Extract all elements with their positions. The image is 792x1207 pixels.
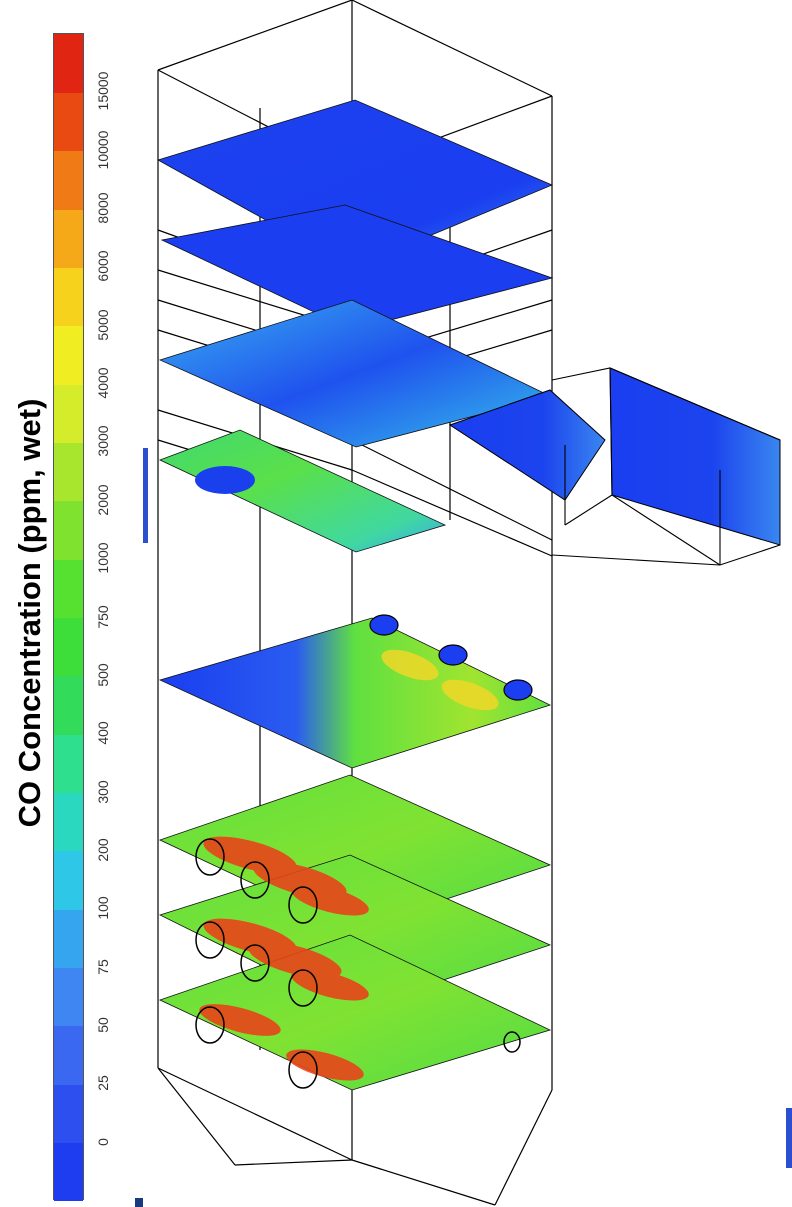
slice-mid	[158, 617, 552, 769]
color-scale-swatch	[54, 325, 83, 385]
mid-burner-icons	[369, 614, 533, 701]
color-scale-swatch	[54, 734, 83, 794]
color-scale-swatch	[54, 267, 83, 327]
left-edge-mark	[143, 448, 148, 543]
color-scale-swatch	[54, 92, 83, 152]
color-scale-swatch	[54, 850, 83, 910]
color-scale-swatch	[54, 967, 83, 1027]
color-scale-swatch	[54, 150, 83, 210]
slice-upper-2	[160, 204, 554, 331]
color-scale-bar	[53, 33, 84, 1202]
color-scale-swatch	[54, 500, 83, 560]
color-scale-swatch	[54, 909, 83, 969]
duct-section-2	[609, 367, 781, 546]
color-scale-swatch	[54, 675, 83, 735]
color-scale-swatch	[54, 34, 83, 93]
right-edge-mark	[786, 1108, 792, 1168]
mid-slice-warm-bands	[381, 649, 499, 711]
bottom-left-mark	[135, 1198, 143, 1207]
slice-upper-4	[158, 429, 447, 553]
color-scale-swatch	[54, 1084, 83, 1144]
color-scale-swatch	[54, 209, 83, 268]
color-scale-swatch	[54, 792, 83, 852]
exit-duct	[448, 367, 781, 566]
color-scale-swatch	[54, 559, 83, 618]
color-scale-swatch	[54, 1025, 83, 1085]
color-scale-swatch	[54, 1142, 83, 1202]
duct-section-1	[448, 389, 606, 501]
color-scale-swatch	[54, 442, 83, 502]
slice-upper-4-blue-patch	[195, 466, 255, 494]
color-scale-swatch	[54, 617, 83, 677]
burner-port-icons	[195, 838, 521, 1089]
color-scale-swatch	[54, 384, 83, 443]
